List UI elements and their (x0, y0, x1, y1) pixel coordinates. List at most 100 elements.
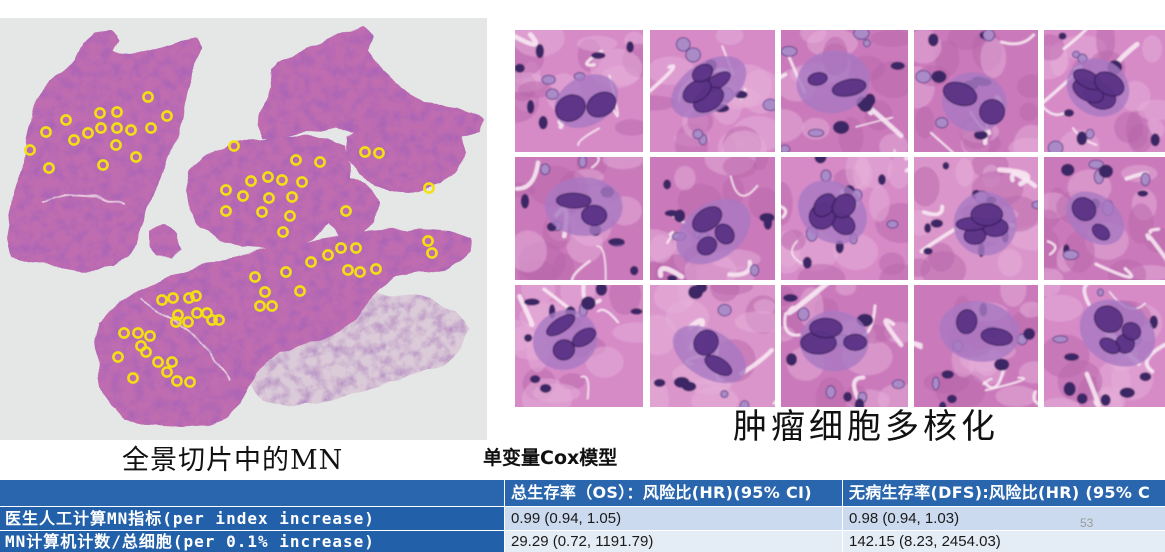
row-label-manual-mn: 医生人工计算MN指标(per index increase) (0, 507, 504, 530)
mn-marker (335, 242, 347, 254)
cell-dfs: 0.98 (0.94, 1.03) (843, 507, 1165, 530)
mn-marker (370, 263, 382, 275)
mn-marker (60, 114, 72, 126)
mn-marker (284, 210, 296, 222)
cell-os: 29.29 (0.72, 1191.79) (505, 531, 842, 552)
tissue-fragment (346, 118, 467, 193)
cell-patch-image (781, 285, 908, 407)
mn-marker (111, 106, 123, 118)
cell-patch-image (650, 157, 775, 280)
mn-marker (152, 356, 164, 368)
mn-marker (422, 235, 434, 247)
mn-marker (112, 351, 124, 363)
cell-patch-image (650, 30, 775, 152)
mn-marker (254, 300, 266, 312)
mn-marker (423, 182, 435, 194)
cell-patch-image (650, 285, 775, 407)
mn-marker (24, 144, 36, 156)
mn-marker (68, 134, 80, 146)
mn-marker (206, 314, 218, 326)
mn-marker (183, 292, 195, 304)
mn-marker (82, 127, 94, 139)
cell-patch (914, 30, 1038, 152)
mn-marker (190, 290, 202, 302)
mn-marker (40, 126, 52, 138)
mn-marker (263, 192, 275, 204)
mn-marker (359, 146, 371, 158)
mn-marker (296, 176, 308, 188)
cell-patch-image (914, 30, 1038, 152)
mn-marker (266, 300, 278, 312)
header-os: 总生存率（OS）：风险比(HR)(95% CI) (505, 480, 842, 506)
mn-marker (171, 375, 183, 387)
mn-marker (94, 107, 106, 119)
cell-patch (1044, 157, 1165, 280)
mn-marker (161, 110, 173, 122)
mn-marker (294, 285, 306, 297)
mn-marker (290, 154, 302, 166)
tissue-crack (139, 299, 231, 381)
mn-marker (130, 151, 142, 163)
mn-marker (166, 356, 178, 368)
cell-patch-image (781, 30, 908, 152)
left-figure-caption: 全景切片中的MN (122, 445, 344, 476)
mn-marker (373, 147, 385, 159)
cell-patch (781, 30, 908, 152)
mn-marker (144, 330, 156, 342)
mn-marker (342, 264, 354, 276)
cell-patch (781, 157, 908, 280)
cell-dfs: 142.15 (8.23, 2454.03) (843, 531, 1165, 552)
mn-marker (220, 205, 232, 217)
mn-marker (277, 226, 289, 238)
mn-marker (161, 366, 173, 378)
cell-patch-image (1044, 30, 1165, 152)
cell-patch-image (515, 285, 643, 407)
mn-marker (132, 327, 144, 339)
mn-marker (170, 316, 182, 328)
cell-patch (781, 285, 908, 407)
mn-marker (354, 266, 366, 278)
cell-patch (650, 30, 775, 152)
mn-marker (426, 247, 438, 259)
tissue-fragment (7, 30, 201, 271)
mn-marker (220, 184, 232, 196)
whole-slide-image (0, 18, 487, 440)
cell-patch-image (914, 157, 1038, 280)
mn-marker (256, 206, 268, 218)
cell-patch (1044, 285, 1165, 407)
cell-patch (1044, 30, 1165, 152)
mn-marker (262, 171, 274, 183)
cell-patch-image (1044, 157, 1165, 280)
mn-marker (184, 376, 196, 388)
mn-marker (314, 156, 326, 168)
mn-marker (95, 122, 107, 134)
mn-marker (145, 122, 157, 134)
mn-marker (142, 91, 154, 103)
mn-marker (228, 140, 240, 152)
right-figure-caption: 肿瘤细胞多核化 (733, 407, 999, 447)
tissue-fragment (324, 178, 379, 236)
tissue-fragment (256, 27, 484, 140)
mn-marker (182, 316, 194, 328)
tissue-fragment (150, 224, 182, 258)
cell-os: 0.99 (0.94, 1.05) (505, 507, 842, 530)
mn-marker (140, 346, 152, 358)
mn-marker (172, 309, 184, 321)
mn-marker (111, 122, 123, 134)
cell-patch (515, 285, 643, 407)
mn-marker (97, 159, 109, 171)
mn-marker (286, 191, 298, 203)
cell-patch-image (1044, 285, 1165, 407)
table-header-corner (0, 480, 504, 506)
mn-marker (340, 205, 352, 217)
mn-marker (43, 162, 55, 174)
cell-patch (515, 157, 643, 280)
mn-marker (276, 174, 288, 186)
mn-marker (237, 190, 249, 202)
header-dfs: 无病生存率(DFS):风险比(HR) (95% C (843, 480, 1165, 506)
cell-patch (914, 285, 1038, 407)
mn-marker (125, 124, 137, 136)
cell-patch-image (914, 285, 1038, 407)
mn-marker (167, 292, 179, 304)
mn-markers (24, 91, 438, 388)
